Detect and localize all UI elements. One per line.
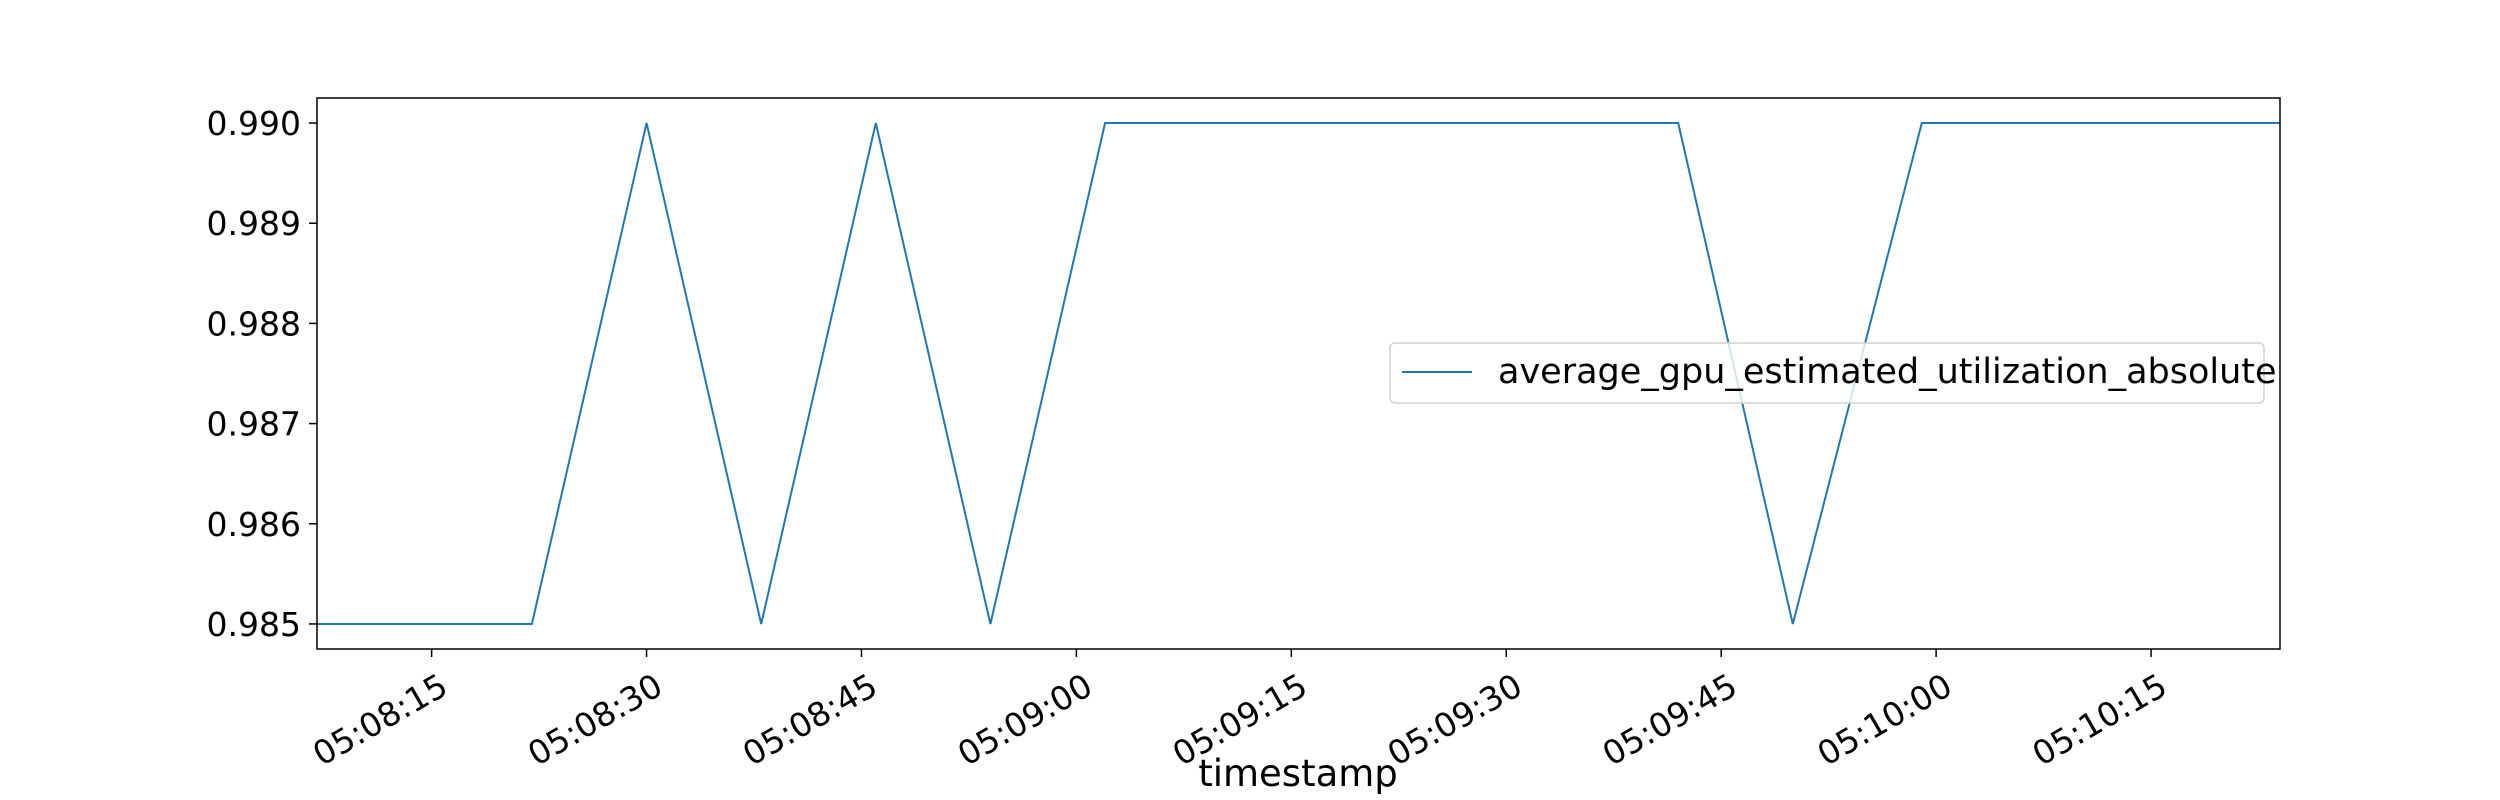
x-tick-label: 05:09:45 (1596, 666, 1744, 774)
x-tick-label: 05:10:15 (2026, 666, 2174, 774)
x-axis-title: timestamp (1198, 752, 1398, 795)
x-tick-label: 05:09:30 (1381, 666, 1529, 774)
y-tick-label: 0.985 (207, 605, 301, 644)
y-tick-label: 0.988 (207, 304, 301, 343)
legend-box (1389, 342, 2265, 404)
y-tick-label: 0.987 (207, 405, 301, 444)
x-tick-label: 05:10:00 (1811, 666, 1959, 774)
x-tick-label: 05:08:15 (306, 666, 454, 774)
y-tick-label: 0.986 (207, 505, 301, 544)
y-tick-label: 0.990 (207, 104, 301, 143)
x-tick-label: 05:08:30 (521, 666, 669, 774)
legend-label: average_gpu_estimated_utilization_absolu… (1498, 352, 2277, 392)
x-tick-label: 05:08:45 (736, 666, 884, 774)
series-layer (317, 122, 2280, 625)
legend: average_gpu_estimated_utilization_absolu… (1389, 342, 2277, 404)
y-tick-label: 0.989 (207, 204, 301, 243)
y-axis: 0.985 0.986 0.987 0.988 0.989 0.990 (207, 104, 317, 644)
series-line-0 (317, 122, 2280, 625)
plot-frame (316, 97, 2281, 650)
x-tick-label: 05:09:00 (951, 666, 1099, 774)
